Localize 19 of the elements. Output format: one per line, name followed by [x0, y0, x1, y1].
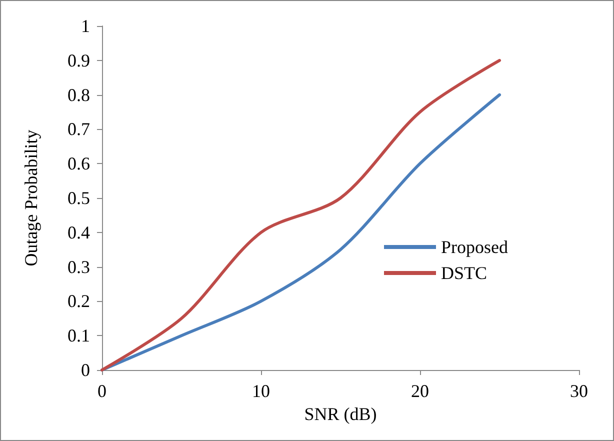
x-tick-label: 0 — [98, 381, 106, 401]
legend-label: Proposed — [441, 237, 508, 257]
y-tick-label: 0.3 — [68, 256, 90, 277]
x-axis-title: SNR (dB) — [304, 404, 377, 424]
x-tick-label: 20 — [411, 381, 429, 401]
x-tick-label: 30 — [570, 381, 588, 401]
y-tick-label: 0.2 — [68, 291, 90, 312]
y-tick-label: 0.1 — [68, 326, 90, 346]
y-tick-label: 1 — [81, 16, 90, 36]
y-axis-title: Outage Probability — [21, 130, 41, 266]
legend-label: DSTC — [441, 263, 488, 283]
y-tick-label: 0.7 — [68, 119, 90, 140]
y-tick-label: 0.9 — [68, 50, 90, 70]
y-tick-label: 0.4 — [68, 222, 90, 242]
y-tick-label: 0.6 — [68, 154, 90, 174]
x-tick-label: 10 — [252, 381, 270, 401]
y-tick-label: 0.5 — [68, 188, 90, 208]
y-tick-label: 0 — [81, 360, 90, 380]
y-tick-label: 0.8 — [68, 84, 90, 105]
